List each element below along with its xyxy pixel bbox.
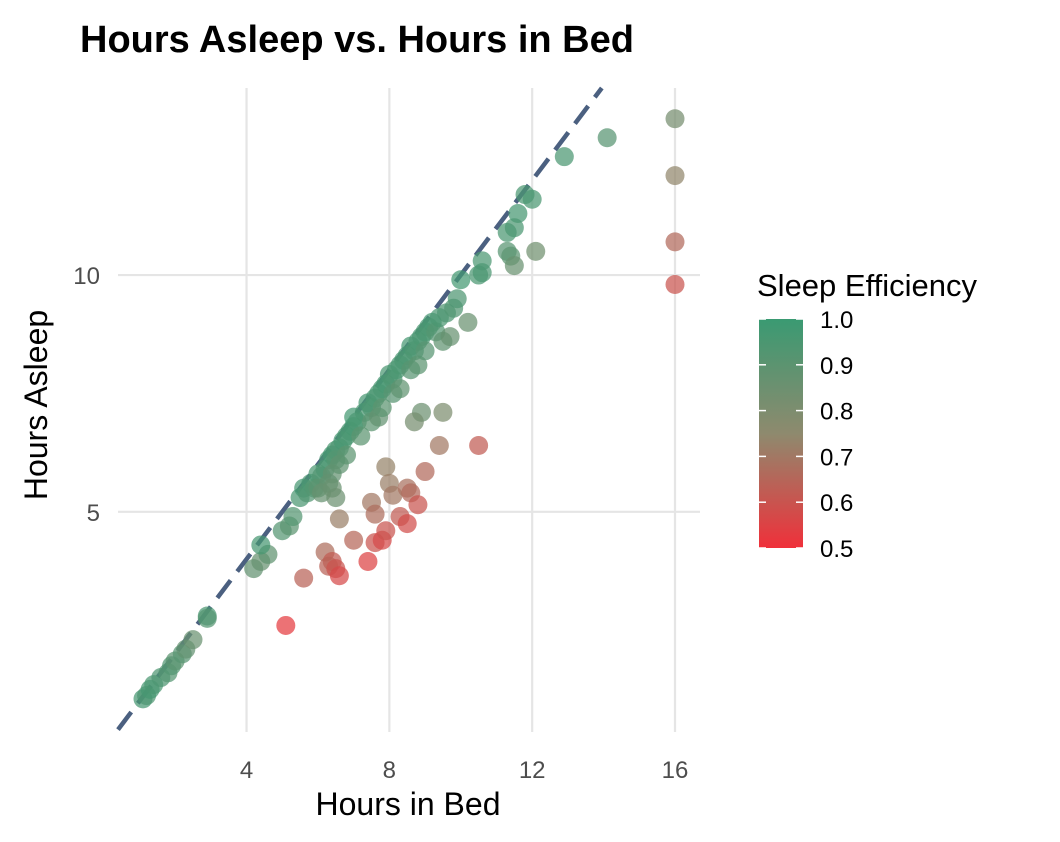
legend-tick-label: 0.8	[820, 399, 853, 426]
data-point	[351, 426, 371, 446]
data-point	[337, 445, 357, 465]
legend-tick-label: 0.5	[820, 536, 853, 563]
data-point	[554, 147, 574, 167]
data-point	[376, 457, 396, 477]
data-point	[415, 462, 435, 482]
data-point	[283, 507, 303, 527]
data-point	[294, 568, 314, 588]
data-point	[383, 485, 403, 505]
data-point	[526, 241, 546, 261]
data-point	[197, 608, 217, 628]
data-point	[665, 232, 685, 252]
x-tick-label: 12	[519, 757, 546, 784]
chart-title: Hours Asleep vs. Hours in Bed	[80, 19, 634, 61]
data-point	[504, 256, 524, 276]
x-tick-label: 4	[240, 757, 253, 784]
data-point	[472, 251, 492, 271]
data-point	[447, 289, 467, 309]
data-point	[469, 436, 489, 456]
data-point	[415, 341, 435, 361]
legend-tick-label: 1.0	[820, 307, 853, 334]
legend-title: Sleep Efficiency	[757, 268, 977, 303]
tick-labels: 4 8 12 16 5 10	[73, 263, 688, 784]
x-tick-label: 16	[662, 757, 689, 784]
color-legend: Sleep Efficiency 0.5 0.6 0.7 0.8 0.9 1.0	[757, 268, 977, 563]
data-point	[365, 504, 385, 524]
data-point	[440, 327, 460, 347]
legend-colorbar	[759, 319, 803, 548]
data-point	[508, 203, 528, 223]
data-point	[397, 514, 417, 534]
data-point	[251, 535, 271, 555]
data-point	[344, 530, 364, 550]
data-point	[376, 521, 396, 541]
data-point	[458, 312, 478, 332]
data-point	[433, 402, 453, 422]
data-point	[451, 270, 471, 290]
data-point	[429, 436, 449, 456]
data-point	[665, 275, 685, 295]
data-point	[390, 379, 410, 399]
data-point	[329, 566, 349, 586]
x-axis-title: Hours in Bed	[316, 786, 501, 822]
data-point	[358, 552, 378, 572]
data-point	[665, 166, 685, 186]
legend-tick-label: 0.6	[820, 490, 853, 517]
grid	[118, 88, 700, 732]
data-point	[276, 615, 296, 635]
data-point	[408, 355, 428, 375]
data-point	[408, 495, 428, 515]
y-axis-title: Hours Asleep	[18, 310, 54, 500]
legend-tick-label: 0.9	[820, 353, 853, 380]
x-tick-label: 8	[383, 757, 396, 784]
data-point	[504, 218, 524, 238]
y-tick-label: 5	[87, 500, 100, 527]
data-point	[183, 630, 203, 650]
data-point	[522, 189, 542, 209]
data-points	[133, 109, 685, 709]
legend-tick-label: 0.7	[820, 444, 853, 471]
data-point	[372, 398, 392, 418]
y-tick-label: 10	[73, 263, 100, 290]
legend-ticks: 0.5 0.6 0.7 0.8 0.9 1.0	[759, 307, 853, 563]
data-point	[329, 509, 349, 529]
data-point	[597, 128, 617, 148]
data-point	[665, 109, 685, 129]
data-point	[404, 412, 424, 432]
data-point	[326, 488, 346, 508]
